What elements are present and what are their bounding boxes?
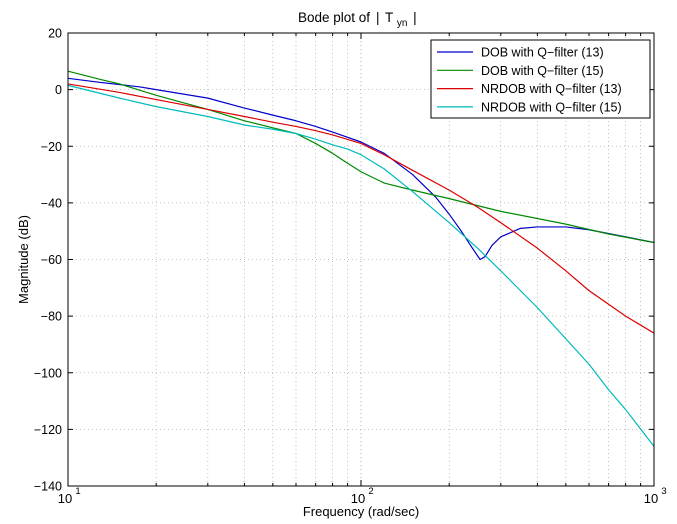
y-tick-label: −60	[41, 253, 62, 267]
title-expr-base: T	[385, 10, 393, 25]
series-line	[67, 70, 655, 244]
chart-title-expression: | T yn |	[376, 10, 417, 29]
x-tick-label-exponent: 2	[368, 486, 373, 497]
series-line	[67, 77, 655, 261]
y-tick-label: −100	[34, 366, 62, 380]
title-bar-close: |	[413, 10, 417, 25]
legend-items: DOB with Q−filter (13) DOB with Q−filter …	[437, 46, 622, 114]
title-expr-sub: yn	[397, 18, 408, 29]
y-tick-label: −40	[41, 196, 62, 210]
y-tick-label: 20	[48, 27, 62, 41]
title-bar-open: |	[376, 10, 380, 25]
x-axis-label: Frequency (rad/sec)	[303, 504, 419, 519]
chart-title: Bode plot of	[298, 10, 370, 25]
y-tick-label: −20	[41, 140, 62, 154]
chart-title-text: Bode plot of	[298, 10, 370, 25]
series-lines	[67, 70, 655, 447]
x-tick-label: 10	[58, 491, 72, 506]
y-tick-label: −140	[34, 480, 62, 494]
y-tick-label: −80	[41, 310, 62, 324]
legend: DOB with Q−filter (13) DOB with Q−filter …	[430, 39, 651, 119]
x-tick-label-exponent: 3	[661, 486, 666, 497]
legend-label: DOB with Q−filter (15)	[481, 64, 604, 78]
x-tick-label: 10	[351, 491, 365, 506]
legend-label: NRDOB with Q−filter (15)	[481, 100, 622, 114]
x-tick-label-exponent: 1	[75, 486, 80, 497]
y-tick-label: −120	[34, 423, 62, 437]
axes-frame	[67, 32, 655, 487]
legend-label: DOB with Q−filter (13)	[481, 46, 604, 60]
y-tick-label: 0	[55, 83, 62, 97]
x-tick-label: 10	[644, 491, 658, 506]
series-line	[67, 83, 655, 334]
legend-box	[430, 39, 651, 119]
legend-label: NRDOB with Q−filter (13)	[481, 82, 622, 96]
series-line	[67, 84, 655, 447]
y-axis-label: Magnitude (dB)	[16, 215, 31, 304]
